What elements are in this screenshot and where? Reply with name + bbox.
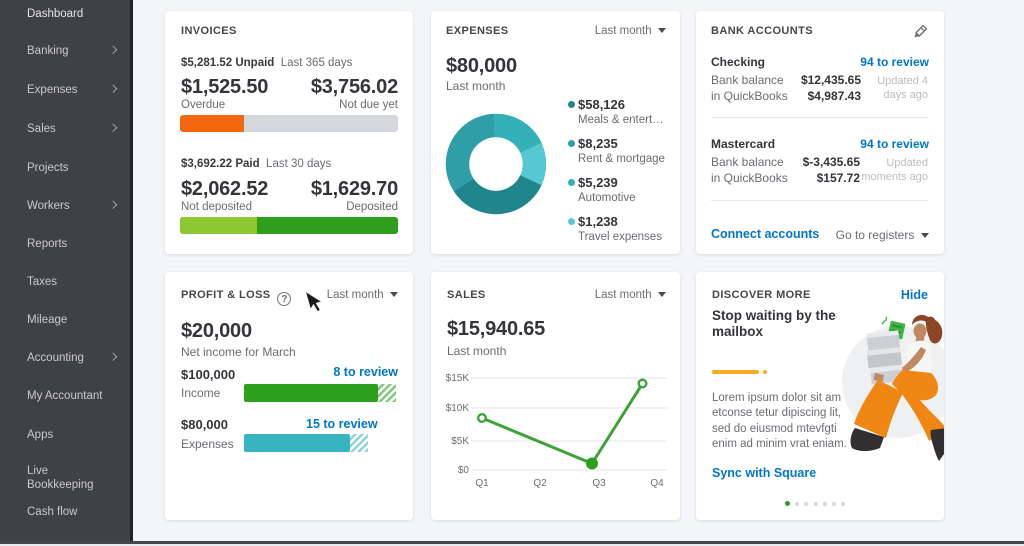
svg-text:$0: $0 — [458, 465, 470, 476]
svg-text:Q4: Q4 — [650, 478, 664, 489]
svg-text:$10K: $10K — [446, 403, 470, 414]
svg-text:Q3: Q3 — [592, 478, 606, 489]
svg-text:$5K: $5K — [451, 436, 469, 447]
svg-text:Q2: Q2 — [533, 478, 547, 489]
svg-text:Q1: Q1 — [475, 478, 489, 489]
svg-text:$15K: $15K — [446, 373, 470, 384]
